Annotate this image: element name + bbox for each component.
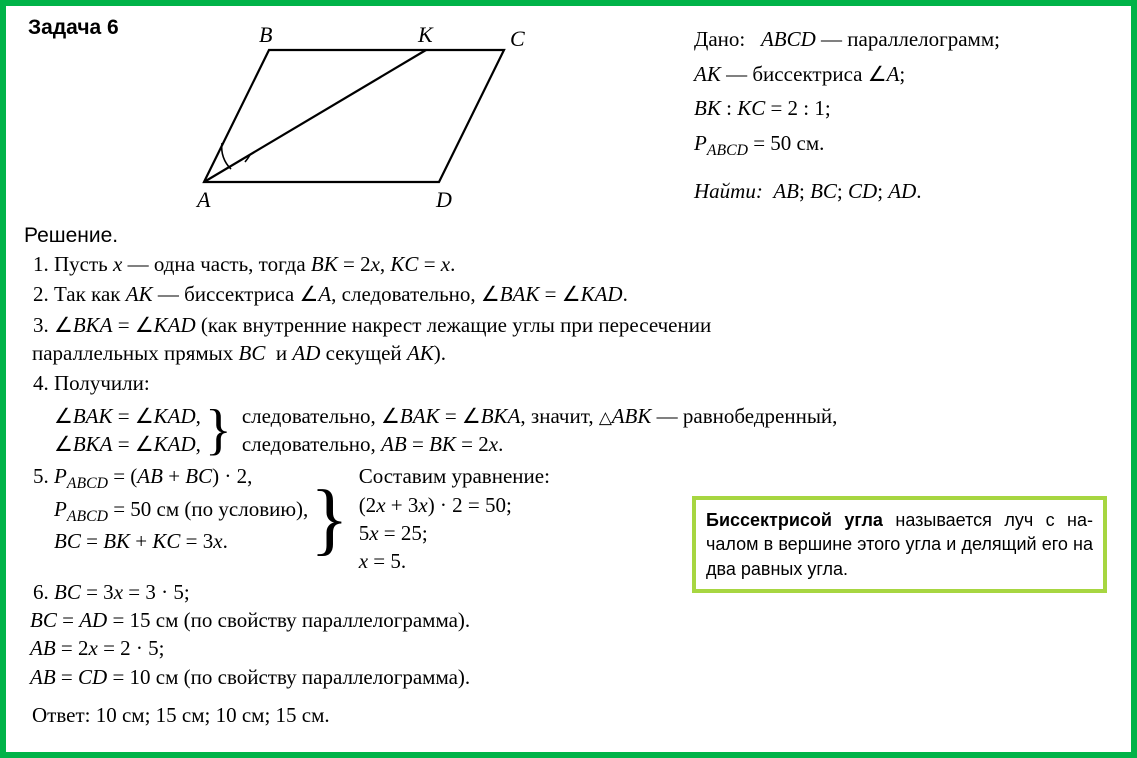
problem-title: Задача 6 <box>28 16 119 40</box>
definition-bold: Биссектрисой угла <box>706 510 883 530</box>
step-2: Так как AK — биссектриса ∠A, следователь… <box>54 280 1113 308</box>
find-label: Найти: <box>694 179 763 203</box>
solution-body: Пусть x — одна часть, тогда BK = 2x, KC … <box>24 250 1113 691</box>
parallelogram-diagram: A B C D K <box>174 22 694 222</box>
find-line: Найти: AB; BC; CD; AD. <box>694 174 1113 209</box>
solution-label: Решение. <box>24 224 1113 248</box>
given-line: PABCD = 50 см. <box>694 126 1113 164</box>
svg-text:K: K <box>417 22 434 47</box>
svg-text:D: D <box>435 187 452 212</box>
given-block: Дано: ABCD — параллелограмм; AK — биссек… <box>694 22 1113 222</box>
step-6: BC = 3x = 3 · 5; BC = AD = 15 см (по сво… <box>54 578 1113 691</box>
definition-box: Биссектрисой угла называется луч с на­ча… <box>692 496 1107 593</box>
problem-card: Задача 6 A B C D K Дано: ABCD — параллел… <box>0 0 1137 758</box>
svg-text:C: C <box>510 26 525 51</box>
given-line: AK — биссектриса ∠A; <box>694 57 1113 92</box>
answer-line: Ответ: 10 см; 15 см; 10 см; 15 см. <box>32 703 1113 728</box>
svg-text:A: A <box>195 187 211 212</box>
top-row: A B C D K Дано: ABCD — параллелограмм; A… <box>24 22 1113 222</box>
given-label: Дано: <box>694 27 745 51</box>
answer-label: Ответ: <box>32 703 90 727</box>
step-1: Пусть x — одна часть, тогда BK = 2x, KC … <box>54 250 1113 278</box>
given-line: BK : KC = 2 : 1; <box>694 91 1113 126</box>
answer-value: 10 см; 15 см; 10 см; 15 см. <box>96 703 330 727</box>
svg-text:B: B <box>259 22 272 47</box>
step-3: ∠BKA = ∠KAD (как внутренние накрест лежа… <box>54 311 1113 368</box>
step-4: Получили: ∠BAK = ∠KAD, ∠BKA = ∠KAD, } сл… <box>54 369 1113 458</box>
given-line: Дано: ABCD — параллелограмм; <box>694 22 1113 57</box>
